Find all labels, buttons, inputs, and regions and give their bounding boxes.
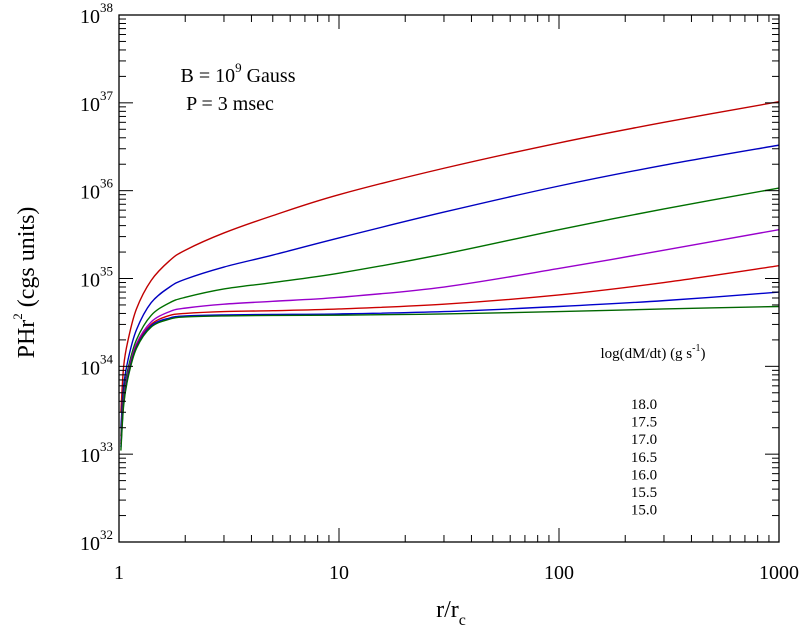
x-axis-title: r/rc <box>436 597 466 629</box>
x-tick-label: 100 <box>544 562 574 584</box>
y-tick-label: 1036 <box>80 176 114 204</box>
y-tick-label: 1038 <box>80 0 113 28</box>
x-tick-label: 10 <box>329 562 349 584</box>
labels-layer: 1 10 100 1000 1032 1033 1034 1035 1036 1037 1038 <box>80 0 799 584</box>
legend-entry: 16.5 <box>631 450 657 466</box>
annotation-field: B = 109 Gauss <box>180 60 295 87</box>
y-tick-label: 1037 <box>80 88 114 116</box>
y-axis-title: PHr2 (cgs units) <box>10 207 40 359</box>
annotation-period: P = 3 msec <box>186 93 274 115</box>
legend-entry: 16.0 <box>631 467 657 483</box>
legend-title: log(dM/dt) (g s-1) <box>600 343 705 362</box>
series-line-16.5 <box>120 228 779 442</box>
legend-entry: 17.0 <box>631 432 657 448</box>
legend-entry: 15.0 <box>631 503 657 519</box>
series-line-17.0 <box>120 187 779 437</box>
legend-entries: 18.0 17.517.0 16.516.0 15.5 15.0 <box>631 397 657 519</box>
ticks-layer <box>118 15 779 543</box>
series-layer <box>120 101 779 451</box>
y-tick-label: 1032 <box>80 527 113 555</box>
y-tick-label: 1033 <box>80 439 113 467</box>
legend-entry: 15.5 <box>631 485 657 501</box>
y-tick-label: 1034 <box>80 351 114 379</box>
y-tick-label: 1035 <box>80 264 113 292</box>
series-line-17.5 <box>120 144 779 428</box>
legend-entry: 17.5 <box>631 415 657 431</box>
legend-entry: 18.0 <box>631 397 657 413</box>
x-tick-label: 1000 <box>759 562 799 584</box>
series-line-15.0 <box>120 305 779 451</box>
series-line-18.0 <box>120 101 779 413</box>
x-tick-label: 1 <box>114 562 124 584</box>
